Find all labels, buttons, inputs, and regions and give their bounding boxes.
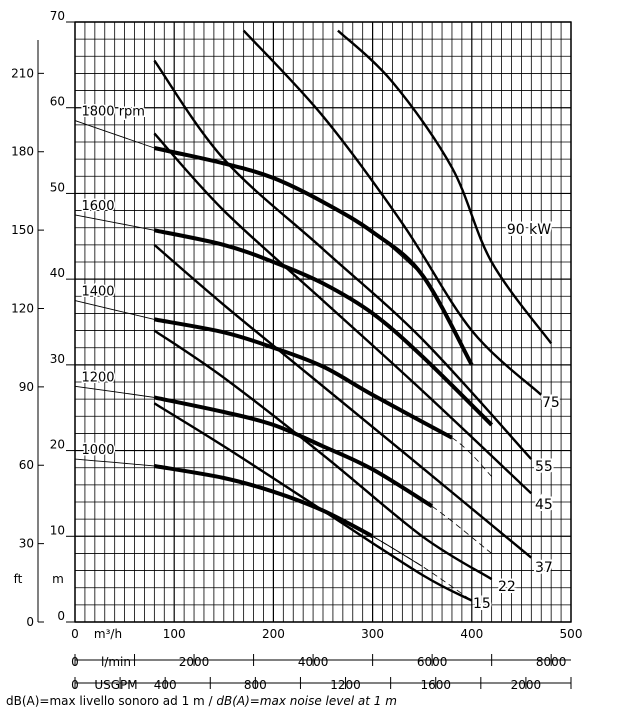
power-curve-3	[153, 132, 533, 495]
ft-tick-label: 90	[19, 380, 34, 394]
power-curve-5	[153, 329, 493, 581]
x-m3h-tick-label: 400	[460, 627, 483, 641]
x-m3h-tick-label: 300	[361, 627, 384, 641]
power-curve-2	[153, 59, 533, 460]
x-m3h-tick-label: 200	[262, 627, 285, 641]
footnote-italian: dB(A)=max livello sonoro ad 1 m /	[6, 694, 217, 708]
x-m3h-tick-label: 0	[71, 627, 79, 641]
ft-tick-label: 150	[11, 223, 34, 237]
power-label-6: 15	[473, 596, 491, 612]
speed-label-1: 1600	[81, 199, 114, 214]
speed-label-2: 1400	[81, 285, 114, 300]
operating-segment-2	[154, 317, 453, 440]
ft-tick-label: 210	[11, 66, 34, 80]
x-usgpm-tick-label: 800	[244, 678, 267, 692]
power-label-5: 22	[498, 579, 516, 595]
x-m3h-unit-label: m³/h	[94, 627, 122, 641]
x-m3h-tick-label: 500	[560, 627, 583, 641]
m-tick-label: 70	[50, 9, 65, 23]
ft-tick-label: 120	[11, 301, 34, 315]
m-tick-label: 10	[50, 523, 65, 537]
m-tick-label: 20	[50, 438, 65, 452]
x-usgpm-tick-label: 2000	[511, 678, 542, 692]
ft-tick-label: 60	[19, 458, 34, 472]
x-usgpm-tick-label: 400	[154, 678, 177, 692]
x-lmin-tick-label: 0	[71, 655, 79, 669]
operating-segment-0	[153, 146, 474, 366]
x-usgpm-tick-label: 1200	[330, 678, 361, 692]
ft-tick-label: 30	[19, 537, 34, 551]
x-m3h-tick-label: 100	[163, 627, 186, 641]
speed-curve-dashed-4	[372, 535, 473, 601]
power-label-1: 75	[542, 395, 560, 411]
operating-segment-1	[153, 228, 494, 427]
m-tick-label: 40	[50, 266, 65, 280]
speed-curve-1	[74, 214, 423, 357]
power-label-4: 37	[535, 560, 553, 576]
m-tick-label: 60	[50, 95, 65, 109]
speed-label-4: 1000	[81, 443, 114, 458]
x-usgpm-unit-label: USGPM	[94, 678, 137, 692]
x-lmin-tick-label: 8000	[536, 655, 567, 669]
ft-tick-label: 180	[11, 145, 34, 159]
m-tick-label: 0	[57, 609, 65, 623]
power-label-2: 55	[535, 459, 553, 475]
power-curve-4	[153, 243, 533, 559]
operating-segment-4	[154, 464, 374, 539]
power-curve-0	[337, 29, 553, 345]
ft-tick-label: 0	[26, 615, 34, 629]
x-usgpm-tick-label: 1600	[420, 678, 451, 692]
x-lmin-tick-label: 4000	[298, 655, 329, 669]
footnote-english: dB(A)=max noise level at 1 m	[216, 694, 397, 708]
x-usgpm-tick-label: 0	[71, 678, 79, 692]
x-lmin-unit-label: l/min	[101, 655, 131, 669]
m-tick-label: 30	[50, 352, 65, 366]
x-lmin-tick-label: 6000	[417, 655, 448, 669]
x-lmin-tick-label: 2000	[179, 655, 210, 669]
ft-unit-label: ft	[14, 572, 23, 586]
power-label-0: 90 kW	[507, 222, 551, 238]
footnote: dB(A)=max livello sonoro ad 1 m / dB(A)=…	[6, 694, 636, 708]
plot-frame	[74, 21, 572, 623]
m-tick-label: 50	[50, 180, 65, 194]
power-label-3: 45	[535, 497, 553, 513]
speed-curve-4	[74, 458, 423, 567]
power-curve-1	[242, 29, 543, 396]
m-unit-label: m	[52, 572, 64, 586]
speed-label-3: 1200	[81, 370, 114, 385]
power-curve-6	[153, 402, 473, 602]
speed-label-0: 1800 rpm	[81, 105, 144, 120]
